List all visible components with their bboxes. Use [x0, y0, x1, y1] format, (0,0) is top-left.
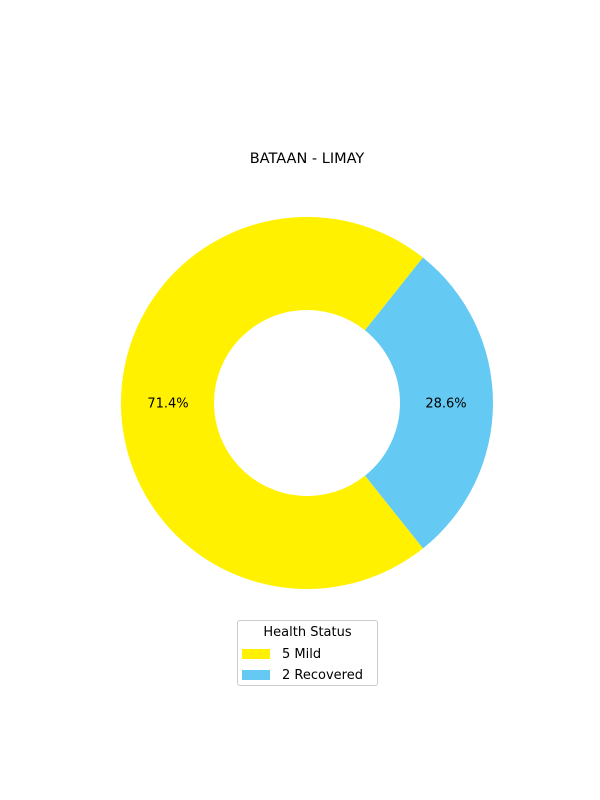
legend-item-mild: 5 Mild — [242, 646, 321, 662]
legend-swatch-recovered — [242, 670, 270, 680]
percent-label-mild: 71.4% — [147, 397, 188, 412]
slice-mild — [121, 217, 424, 589]
percent-labels: 71.4% 28.6% — [147, 396, 466, 411]
percent-label-recovered: 28.6% — [425, 396, 466, 411]
legend-label-recovered: 2 Recovered — [282, 667, 363, 683]
slice-recovered — [364, 257, 493, 549]
legend-swatch-mild — [242, 649, 270, 659]
legend-title: Health Status — [263, 625, 352, 640]
chart-legend: Health Status 5 Mild 2 Recovered — [237, 620, 378, 686]
legend-label-mild: 5 Mild — [282, 646, 322, 662]
donut-slices — [121, 217, 493, 589]
chart-title: BATAAN - LIMAY — [250, 151, 365, 167]
legend-item-recovered: 2 Recovered — [242, 667, 363, 683]
